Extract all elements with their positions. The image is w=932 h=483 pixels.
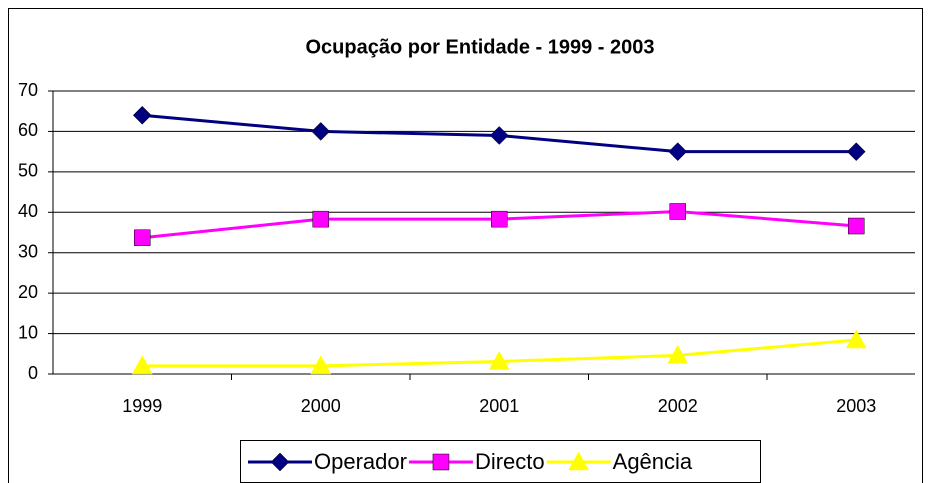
data-point [669, 203, 686, 220]
data-point [489, 126, 509, 145]
data-point [848, 217, 865, 235]
data-point [131, 355, 153, 375]
y-tick-label: 0 [28, 363, 38, 383]
data-point [846, 142, 866, 161]
legend-marker [432, 453, 450, 471]
x-tick-label: 2002 [658, 396, 698, 416]
data-point [311, 122, 331, 141]
legend-label: Directo [475, 449, 545, 474]
x-tick-label: 1999 [122, 396, 162, 416]
y-tick-label: 10 [18, 322, 38, 342]
data-point [491, 210, 508, 228]
y-tick-label: 40 [18, 201, 38, 221]
y-tick-label: 60 [18, 120, 38, 140]
data-point [132, 105, 152, 125]
legend-box [240, 440, 761, 483]
legend-marker [270, 452, 290, 472]
legend-marker [568, 451, 590, 471]
chart-border [8, 8, 923, 483]
data-point [667, 344, 689, 364]
legend-label: Agência [613, 449, 693, 474]
data-point [310, 355, 332, 375]
y-tick-label: 70 [18, 80, 38, 100]
y-tick-label: 50 [18, 161, 38, 181]
data-point [312, 210, 329, 228]
legend: Operador Directo Agência [240, 440, 761, 483]
x-tick-label: 2001 [479, 396, 519, 416]
chart-title: Ocupação por Entidade - 1999 - 2003 [305, 36, 654, 58]
data-point [134, 229, 151, 247]
x-tick-label: 2000 [301, 396, 341, 416]
x-tick-label: 2003 [836, 396, 876, 416]
data-point [488, 350, 510, 370]
data-point [668, 142, 688, 161]
legend-label: Operador [314, 449, 407, 474]
data-point [845, 329, 867, 349]
y-tick-label: 30 [18, 241, 38, 261]
y-tick-label: 20 [18, 282, 38, 302]
